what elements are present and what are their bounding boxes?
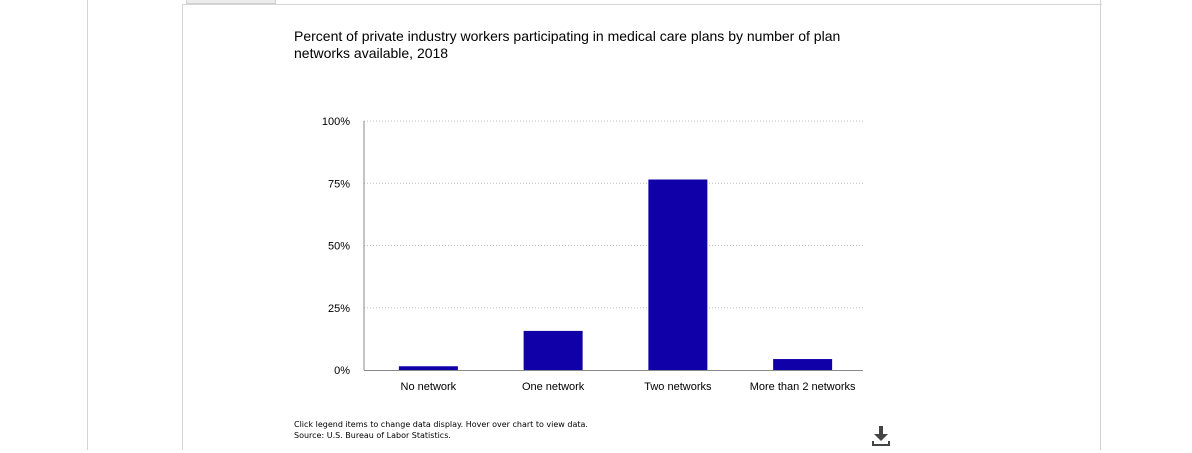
y-tick-label: 25% [328, 303, 350, 315]
chart-title: Percent of private industry workers part… [294, 28, 841, 61]
download-icon [872, 426, 890, 446]
x-category-label: No network [401, 381, 457, 393]
chart-panel [182, 4, 1102, 450]
outer-frame [87, 0, 1101, 450]
chart-instructions: Click legend items to change data displa… [294, 420, 588, 429]
y-tick-labels: 0% 25% 50% 75% 100% [322, 116, 350, 377]
tab-stub[interactable] [186, 0, 276, 4]
bar-more-than-2-networks[interactable] [773, 359, 833, 370]
y-tick-label: 50% [328, 241, 350, 253]
y-tick-label: 100% [322, 116, 350, 128]
bar-no-network[interactable] [398, 366, 458, 370]
bar-two-networks[interactable] [648, 179, 708, 370]
bars[interactable] [398, 179, 833, 370]
x-category-label: More than 2 networks [750, 381, 856, 393]
y-tick-label: 75% [328, 178, 350, 190]
y-tick-label: 0% [334, 365, 350, 377]
axes [363, 121, 863, 371]
gridlines [364, 120, 863, 309]
x-category-labels: No network One network Two networks More th… [401, 381, 856, 393]
x-category-label: One network [522, 381, 585, 393]
download-button[interactable] [870, 424, 892, 448]
bar-one-network[interactable] [523, 330, 583, 370]
chart-source: Source: U.S. Bureau of Labor Statistics. [294, 431, 451, 440]
x-category-label: Two networks [644, 381, 712, 393]
